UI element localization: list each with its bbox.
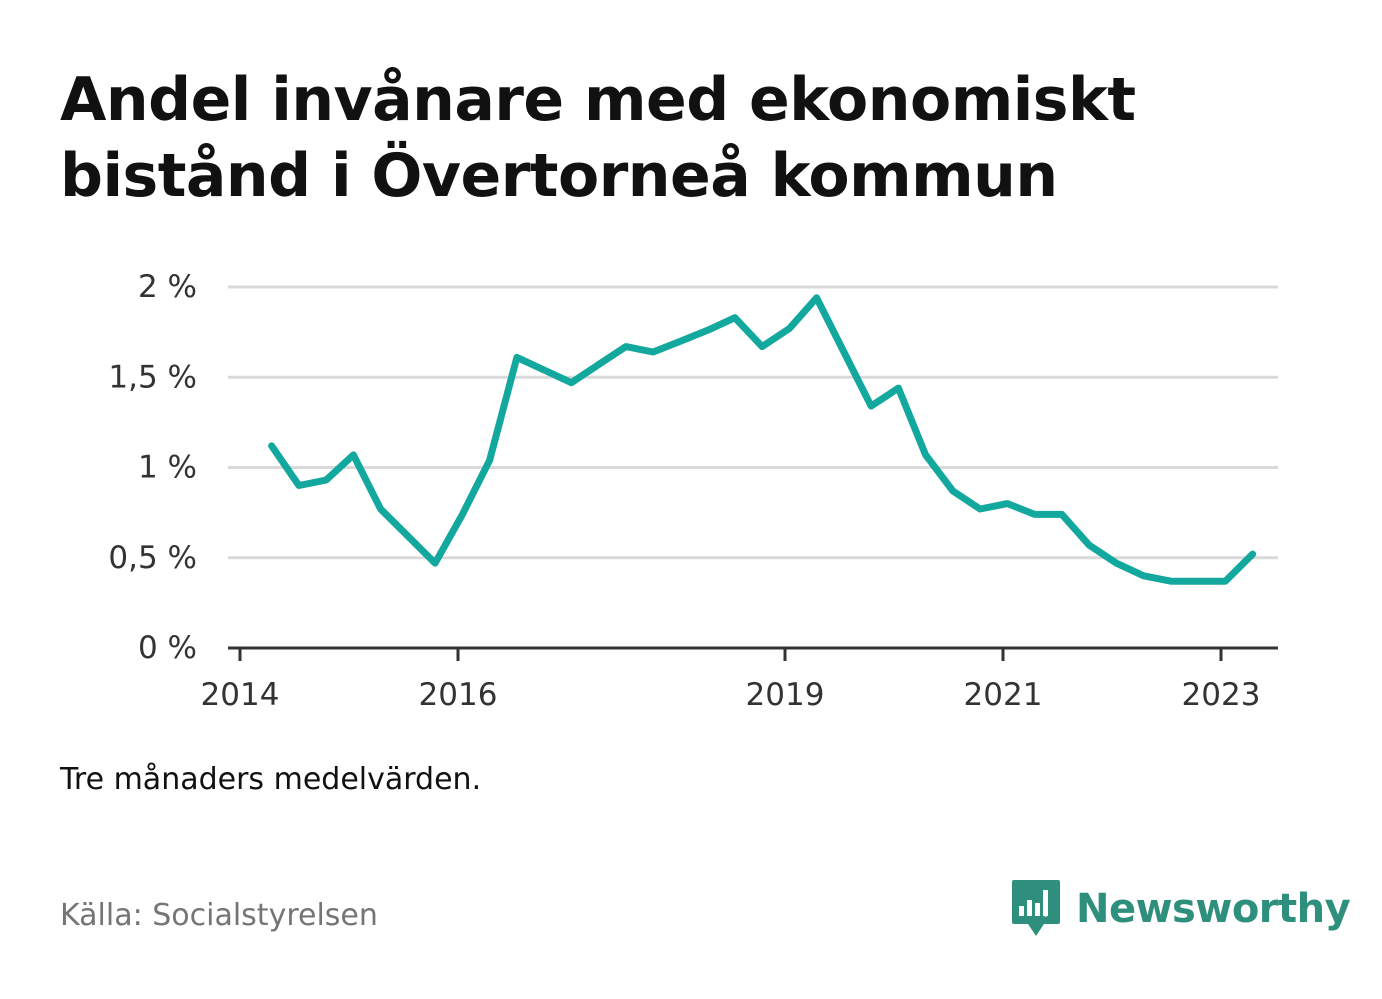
data-point	[650, 349, 656, 355]
data-point	[1004, 501, 1010, 507]
y-tick-label: 2 %	[138, 269, 197, 305]
data-point	[541, 367, 547, 373]
data-point	[323, 477, 329, 483]
x-tick-label: 2023	[1182, 677, 1261, 713]
data-point	[1168, 578, 1174, 584]
data-point	[814, 295, 820, 301]
data-point	[1032, 511, 1038, 517]
data-point	[923, 452, 929, 458]
data-point	[841, 349, 847, 355]
data-point	[677, 338, 683, 344]
data-point	[432, 560, 438, 566]
data-point	[1113, 560, 1119, 566]
source-label: Källa: Socialstyrelsen	[60, 898, 378, 933]
data-point	[895, 385, 901, 391]
brand-name: Newsworthy	[1076, 886, 1351, 932]
x-tick-label: 2019	[746, 677, 825, 713]
y-tick-label: 1,5 %	[108, 359, 197, 395]
x-tick-label: 2014	[201, 677, 280, 713]
series-line	[268, 294, 1257, 585]
data-point	[1195, 578, 1201, 584]
data-point	[269, 443, 275, 449]
y-axis: 0 % 0,5 % 1 % 1,5 % 2 %	[108, 269, 197, 666]
data-point	[459, 511, 465, 517]
bar-chart-speech-bubble-icon	[1012, 880, 1060, 936]
data-point	[514, 354, 520, 360]
data-point	[1141, 573, 1147, 579]
x-tick-label: 2021	[964, 677, 1043, 713]
brand-logo: Newsworthy	[1010, 878, 1351, 940]
data-point	[759, 344, 765, 350]
data-point	[977, 506, 983, 512]
data-point	[705, 327, 711, 333]
data-point	[868, 403, 874, 409]
y-tick-label: 0 %	[138, 630, 197, 666]
y-tick-label: 0,5 %	[108, 540, 197, 576]
data-point	[1059, 511, 1065, 517]
data-point	[1086, 542, 1092, 548]
x-axis: 2014 2016 2019 2021 2023	[201, 646, 1278, 713]
data-point	[596, 362, 602, 368]
data-point	[296, 483, 302, 489]
data-point	[786, 326, 792, 332]
data-point	[1250, 551, 1256, 557]
data-point	[487, 457, 493, 463]
data-point	[568, 380, 574, 386]
data-point	[405, 533, 411, 539]
data-point	[950, 488, 956, 494]
data-point	[623, 344, 629, 350]
chart-title: Andel invånare med ekonomiskt bistånd i …	[60, 65, 1136, 211]
chart-note: Tre månaders medelvärden.	[60, 762, 482, 797]
x-tick-label: 2016	[419, 677, 498, 713]
data-point	[1222, 578, 1228, 584]
data-point	[378, 506, 384, 512]
series-group	[268, 294, 1257, 585]
y-tick-label: 1 %	[138, 450, 197, 486]
data-point	[732, 315, 738, 321]
data-point	[350, 452, 356, 458]
